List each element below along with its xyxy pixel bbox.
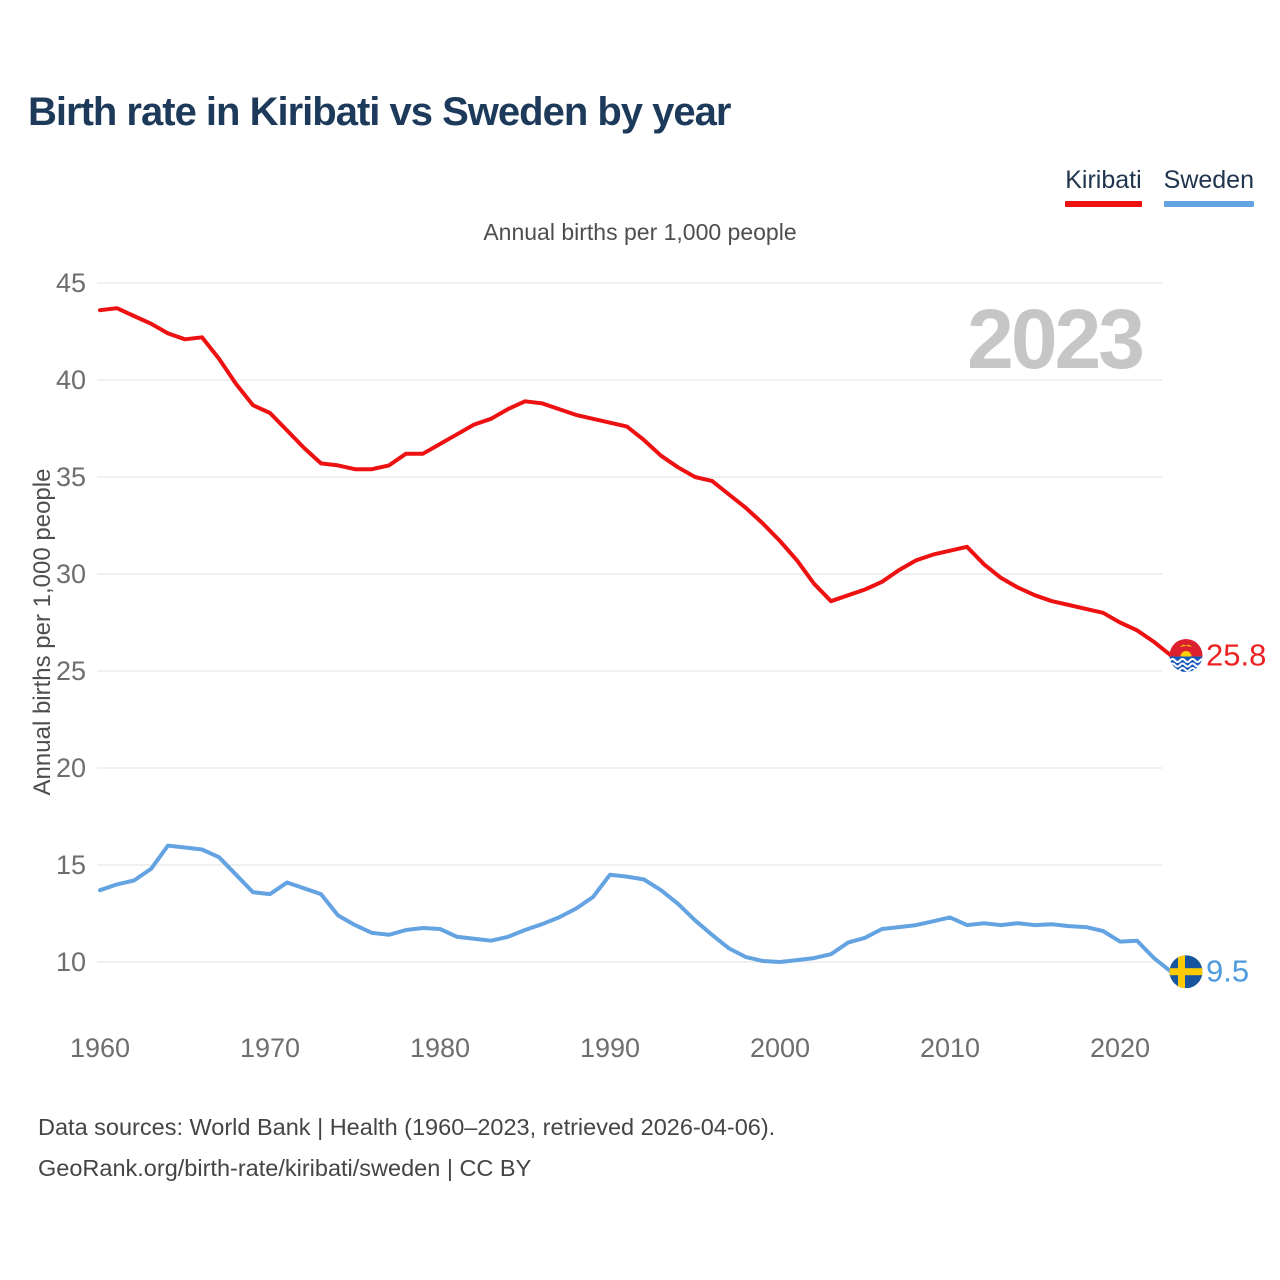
kiribati-end-value: 25.8 [1206,638,1266,673]
sweden-line[interactable] [98,843,1173,974]
data-source-note: Data sources: World Bank | Health (1960–… [38,1114,776,1140]
footer: Data sources: World Bank | Health (1960–… [38,1107,775,1188]
y-tick-label: 25 [56,656,86,686]
legend: Kiribati Sweden [1065,166,1254,207]
sweden-end-value: 9.5 [1206,954,1249,989]
x-tick-label: 2010 [920,1033,980,1063]
legend-label-kiribati: Kiribati [1065,166,1142,194]
kiribati-line[interactable] [98,306,1173,658]
kiribati-color-swatch [1065,201,1142,207]
legend-item-kiribati[interactable]: Kiribati [1065,166,1142,207]
chart-subtitle: Annual births per 1,000 people [483,219,797,245]
x-tick-label: 1960 [70,1033,130,1063]
kiribati-flag-icon [1169,638,1203,672]
watermark-year: 2023 [967,292,1145,386]
sweden-color-swatch [1163,201,1254,207]
legend-label-sweden: Sweden [1163,166,1254,194]
x-tick-label: 1990 [580,1033,640,1063]
attribution-link[interactable]: GeoRank.org/birth-rate/kiribati/sweden |… [38,1154,532,1181]
x-tick-label: 2020 [1090,1033,1150,1063]
x-tick-label: 1970 [240,1033,300,1063]
sweden-flag-icon [1169,955,1203,989]
y-tick-label: 15 [56,850,86,880]
y-tick-label: 45 [56,268,86,298]
y-tick-label: 20 [56,753,86,783]
legend-item-sweden[interactable]: Sweden [1163,166,1254,207]
y-tick-label: 10 [56,947,86,977]
page-title: Birth rate in Kiribati vs Sweden by year [28,90,731,134]
y-axis-title: Annual births per 1,000 people [29,468,56,796]
y-tick-label: 40 [56,365,86,395]
y-tick-label: 35 [56,462,86,492]
x-tick-label: 2000 [750,1033,810,1063]
x-tick-label: 1980 [410,1033,470,1063]
y-tick-label: 30 [56,559,86,589]
